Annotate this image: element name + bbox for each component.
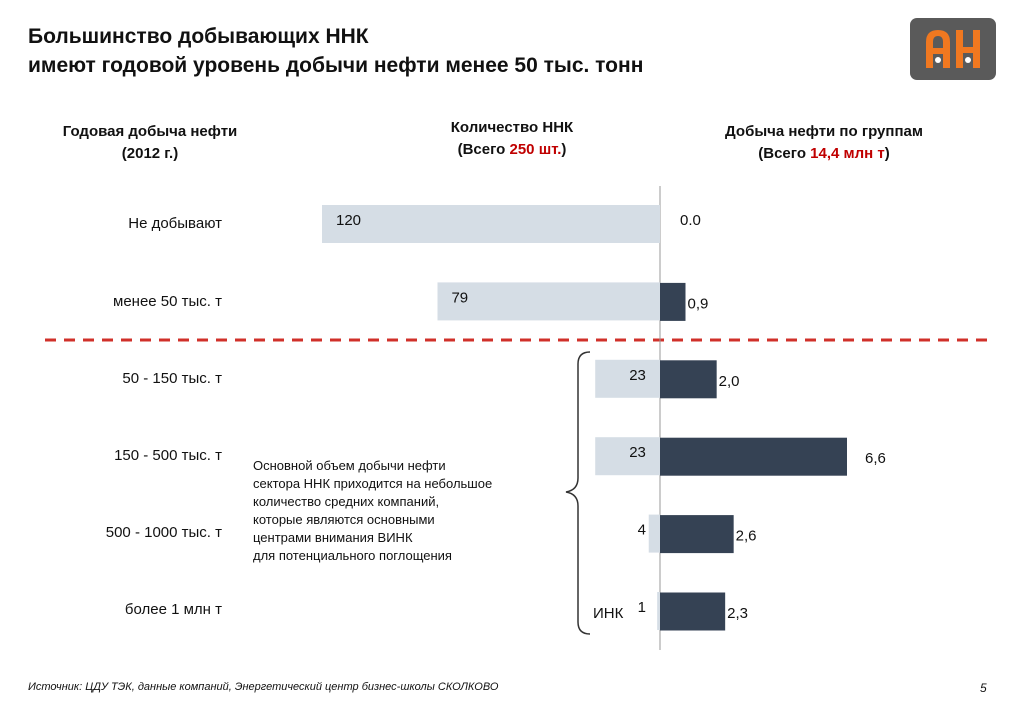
group-production-total-suffix: ) <box>884 145 890 162</box>
column-header-group-production-line-1: Добыча нефти по группам <box>725 123 923 140</box>
production-bar-2 <box>660 360 717 399</box>
annotation-note-line-5: центрами внимания ВИНК <box>253 530 413 545</box>
page-title-line-2: имеют годовой уровень добычи нефти менее… <box>28 54 644 77</box>
source-note: Источник: ЦДУ ТЭК, данные компаний, Энер… <box>28 681 499 693</box>
production-bars: 0.0 0,9 2,0 6,6 2,6 2,3 <box>660 212 886 631</box>
production-bar-4 <box>660 515 734 554</box>
count-bar-0 <box>322 205 660 243</box>
annotation-note-line-1: Основной объем добычи нефти <box>253 458 446 473</box>
count-bar-2 <box>595 359 660 398</box>
row-label-under-50k: менее 50 тыс. т <box>113 293 222 310</box>
count-bar-1 <box>437 282 660 321</box>
production-bar-1 <box>660 282 686 321</box>
page-title: Большинство добывающих ННК имеют годовой… <box>28 22 888 80</box>
production-bar-5 <box>660 592 726 631</box>
annotation-note-line-6: для потенциального поглощения <box>253 548 452 563</box>
column-header-company-count-line-1: Количество ННК <box>450 119 574 136</box>
group-brace <box>565 351 591 635</box>
column-header-group-production: Добыча нефти по группам (Всего 14,4 млн … <box>704 121 944 165</box>
annotation-note-line-3: количество средних компаний, <box>253 494 440 509</box>
row-label-over-1m: более 1 млн т <box>124 601 222 618</box>
company-count-total: 250 шт. <box>509 141 562 158</box>
page-number: 5 <box>980 681 987 695</box>
count-bar-5 <box>657 592 660 630</box>
group-production-total-prefix: (Всего <box>758 145 811 162</box>
column-header-annual-production: Годовая добыча нефти (2012 г.) <box>30 121 270 165</box>
count-label-5: 1 <box>638 599 646 616</box>
production-label-1: 0,9 <box>688 295 709 312</box>
company-count-total-prefix: (Всего <box>457 141 510 158</box>
logo-mark-icon <box>926 30 980 68</box>
column-header-group-production-line-2: (Всего 14,4 млн т) <box>704 143 944 165</box>
column-header-company-count: Количество ННК (Всего 250 шт.) <box>392 117 632 161</box>
count-label-2: 23 <box>629 367 646 384</box>
column-header-annual-production-line-1: Годовая добыча нефти <box>62 123 238 140</box>
production-label-3: 6,6 <box>865 450 886 467</box>
production-label-0: 0.0 <box>680 212 701 229</box>
company-logo <box>910 18 996 80</box>
production-label-4: 2,6 <box>736 528 757 545</box>
count-bar-3 <box>595 437 660 476</box>
production-label-5: 2,3 <box>727 605 748 622</box>
row-label-50-150k: 50 - 150 тыс. т <box>122 370 222 387</box>
count-label-3: 23 <box>629 444 646 461</box>
row-label-none: Не добывают <box>128 215 222 232</box>
column-header-company-count-line-2: (Всего 250 шт.) <box>392 139 632 161</box>
column-header-annual-production-line-2: (2012 г.) <box>121 145 179 162</box>
annotation-note-line-2: сектора ННК приходится на небольшое <box>253 476 493 491</box>
company-count-total-suffix: ) <box>561 141 567 158</box>
group-production-total: 14,4 млн т <box>810 145 885 162</box>
count-bar-4 <box>648 514 660 553</box>
row-label-150-500k: 150 - 500 тыс. т <box>114 447 222 464</box>
production-label-2: 2,0 <box>719 373 740 390</box>
count-bars: 120 79 23 23 4 1 ИНК <box>322 205 660 630</box>
row-label-500-1000k: 500 - 1000 тыс. т <box>105 524 222 541</box>
annotation-note: Основной объем добычи нефти сектора ННК … <box>253 457 553 565</box>
production-bar-3 <box>660 437 847 476</box>
count-label-4: 4 <box>638 522 646 539</box>
count-label-0: 120 <box>336 212 361 229</box>
page-title-line-1: Большинство добывающих ННК <box>28 25 369 48</box>
count-label-1: 79 <box>451 289 468 306</box>
ink-label: ИНК <box>593 605 624 622</box>
annotation-note-line-4: которые являются основными <box>253 512 435 527</box>
